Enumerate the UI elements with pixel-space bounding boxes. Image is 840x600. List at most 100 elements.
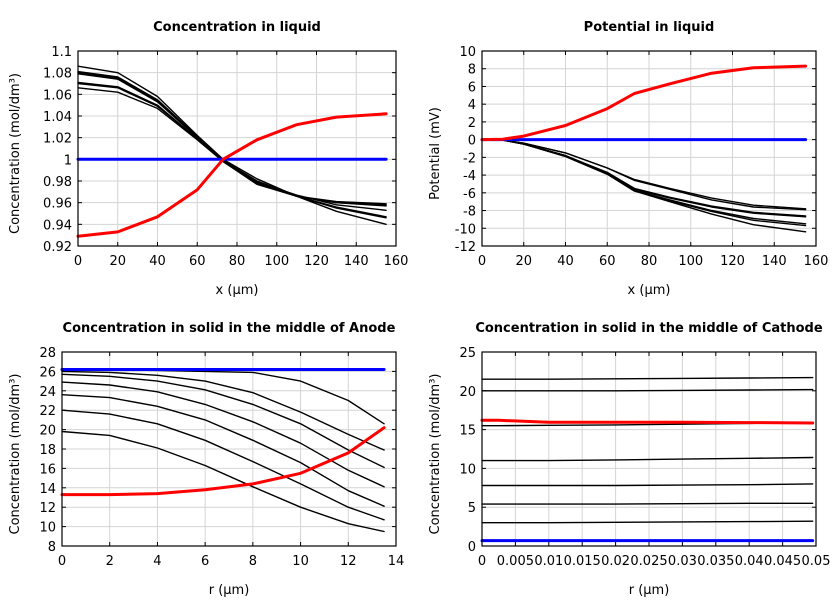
series-line-7 bbox=[61, 430, 385, 533]
x-tick-label: 0.045 bbox=[764, 554, 801, 569]
x-tick-label: 100 bbox=[264, 254, 289, 269]
y-tick-label: 6 bbox=[468, 80, 476, 95]
series-line-6 bbox=[481, 502, 814, 505]
y-tick-label: 18 bbox=[39, 443, 56, 458]
y-tick-label: 5 bbox=[468, 501, 476, 516]
series-line-7 bbox=[77, 87, 387, 205]
y-tick-label: 24 bbox=[39, 385, 56, 400]
series-line-9 bbox=[480, 418, 815, 425]
x-tick-label: 0 bbox=[74, 254, 82, 269]
series-line-1 bbox=[481, 376, 814, 380]
y-tick-label: 0 bbox=[468, 540, 476, 555]
y-tick-label: 2 bbox=[468, 116, 476, 131]
x-tick-label: 120 bbox=[304, 254, 329, 269]
y-tick-label: 1.08 bbox=[43, 67, 72, 82]
x-tick-label: 40 bbox=[149, 254, 166, 269]
x-tick-label: 4 bbox=[153, 554, 161, 569]
x-tick-label: 0 bbox=[58, 554, 66, 569]
y-tick-label: -12 bbox=[455, 240, 476, 255]
x-tick-label: 2 bbox=[106, 554, 114, 569]
series-line-7 bbox=[481, 138, 807, 233]
y-tick-label: 22 bbox=[39, 404, 56, 419]
x-tick-label: 160 bbox=[804, 254, 829, 269]
x-tick-label: 80 bbox=[229, 254, 246, 269]
y-tick-label: -4 bbox=[463, 169, 476, 184]
x-tick-label: 80 bbox=[641, 254, 658, 269]
series-line-4 bbox=[481, 456, 814, 462]
y-tick-label: 25 bbox=[459, 346, 476, 361]
x-tick-label: 0.03 bbox=[668, 554, 697, 569]
y-tick-label: 14 bbox=[39, 482, 56, 497]
x-axis-label: r (µm) bbox=[209, 583, 250, 598]
x-tick-label: 0.005 bbox=[497, 554, 534, 569]
x-tick-label: 14 bbox=[388, 554, 405, 569]
series-line-5 bbox=[481, 483, 814, 487]
x-tick-label: 140 bbox=[762, 254, 787, 269]
x-axis-label: x (µm) bbox=[628, 283, 671, 298]
y-tick-label: -2 bbox=[463, 151, 476, 166]
chart-title: Potential in liquid bbox=[584, 20, 715, 35]
y-tick-label: -8 bbox=[463, 205, 476, 220]
y-tick-label: 0 bbox=[468, 134, 476, 149]
x-tick-label: 60 bbox=[599, 254, 616, 269]
x-tick-label: 0.015 bbox=[564, 554, 601, 569]
series-line-4 bbox=[61, 381, 385, 488]
plot-frame bbox=[481, 50, 817, 247]
x-tick-label: 120 bbox=[720, 254, 745, 269]
x-tick-label: 10 bbox=[292, 554, 309, 569]
y-tick-label: 1.06 bbox=[43, 88, 72, 103]
x-tick-label: 8 bbox=[249, 554, 257, 569]
y-axis-label: Concentration (mol/dm³) bbox=[428, 374, 443, 535]
subplot-3: 0 2 4 6 8 10 12 14810121416182022242628Concentr… bbox=[8, 321, 404, 598]
y-tick-label: 12 bbox=[39, 501, 56, 516]
y-axis-label: Concentration (mol/dm³) bbox=[8, 73, 23, 234]
chart-title: Concentration in solid in the middle of … bbox=[63, 321, 396, 336]
chart-title: Concentration in liquid bbox=[153, 20, 321, 35]
y-tick-label: 28 bbox=[39, 346, 56, 361]
x-tick-label: 0.05 bbox=[802, 554, 831, 569]
series-line-5 bbox=[77, 81, 387, 207]
series-line-9 bbox=[480, 64, 808, 142]
y-tick-label: 1.04 bbox=[43, 110, 72, 125]
x-tick-label: 0.025 bbox=[630, 554, 667, 569]
chart-title: Concentration in solid in the middle of … bbox=[475, 321, 823, 336]
y-axis-label: Concentration (mol/dm³) bbox=[8, 374, 23, 535]
series-line-6 bbox=[61, 409, 385, 521]
y-tick-label: 4 bbox=[468, 98, 476, 113]
series-line-1 bbox=[61, 369, 385, 425]
series-line-3 bbox=[61, 373, 385, 469]
x-tick-label: 6 bbox=[201, 554, 209, 569]
y-tick-label: 26 bbox=[39, 365, 56, 380]
x-tick-label: 0.04 bbox=[735, 554, 764, 569]
series-line-1 bbox=[481, 138, 807, 210]
series-line-2 bbox=[61, 370, 385, 451]
y-tick-label: 10 bbox=[39, 521, 56, 536]
series-line-9 bbox=[60, 426, 386, 497]
y-tick-label: 8 bbox=[48, 540, 56, 555]
x-tick-label: 20 bbox=[109, 254, 126, 269]
x-tick-label: 0.02 bbox=[601, 554, 630, 569]
y-tick-label: 1 bbox=[64, 153, 72, 168]
x-tick-label: 12 bbox=[340, 554, 357, 569]
y-tick-label: 8 bbox=[468, 63, 476, 78]
y-tick-label: 15 bbox=[459, 424, 476, 439]
series-line-9 bbox=[76, 112, 388, 238]
x-tick-label: 0.01 bbox=[534, 554, 563, 569]
x-tick-label: 0 bbox=[478, 254, 486, 269]
x-tick-label: 20 bbox=[515, 254, 532, 269]
y-axis-label: Potential (mV) bbox=[428, 107, 443, 200]
subplot-4: 0 0.005 0.01 0.015 0.02 0.025 0.03 0.035 0.04 0.0… bbox=[428, 321, 830, 598]
series-line-7 bbox=[481, 520, 814, 524]
y-tick-label: 16 bbox=[39, 462, 56, 477]
x-tick-label: 0.035 bbox=[697, 554, 734, 569]
plot-frame bbox=[481, 351, 817, 547]
y-tick-label: 0.98 bbox=[43, 175, 72, 190]
x-axis-label: r (µm) bbox=[629, 583, 670, 598]
y-tick-label: 20 bbox=[459, 385, 476, 400]
x-tick-label: 140 bbox=[344, 254, 369, 269]
x-tick-label: 40 bbox=[557, 254, 574, 269]
y-tick-label: -10 bbox=[455, 222, 476, 237]
y-tick-label: 1.02 bbox=[43, 132, 72, 147]
y-tick-label: 0.92 bbox=[43, 240, 72, 255]
